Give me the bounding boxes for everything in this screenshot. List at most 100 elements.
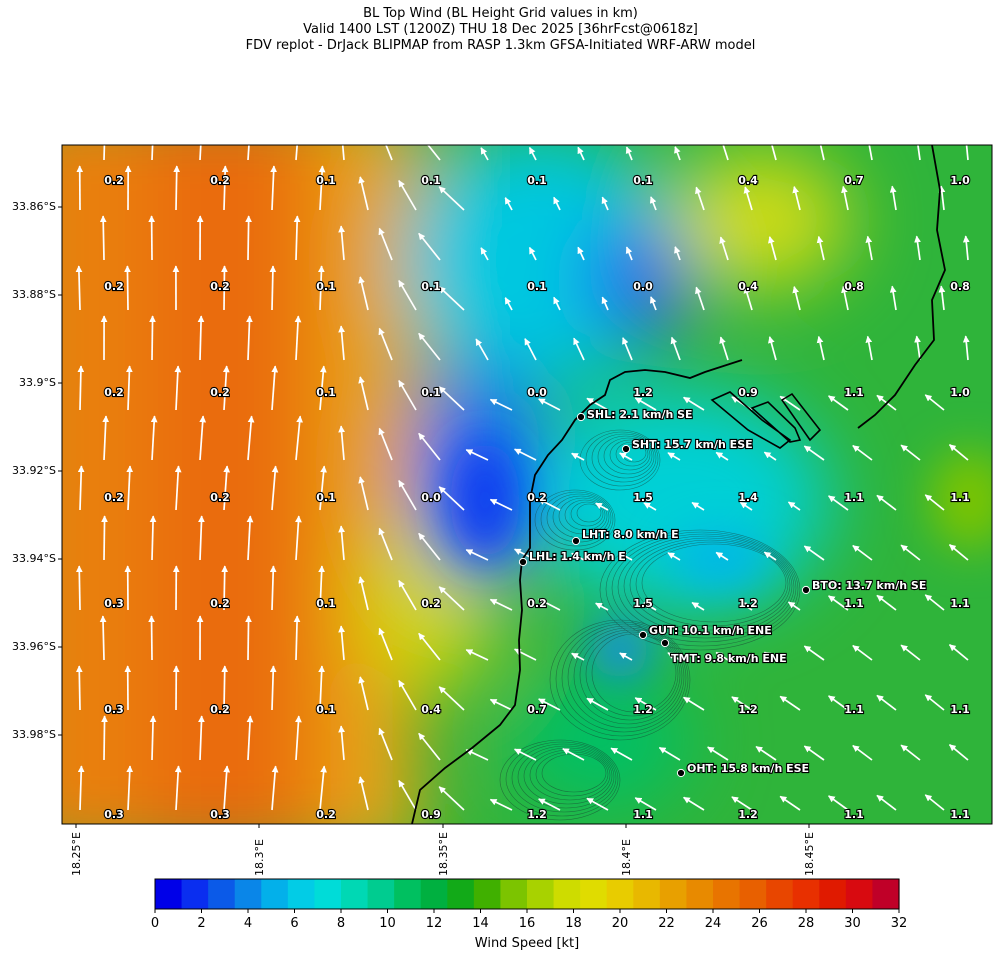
wind-arrow xyxy=(378,327,393,361)
wind-arrow xyxy=(480,247,489,261)
wind-arrow xyxy=(149,515,157,561)
wind-arrow xyxy=(101,715,108,761)
wind-arrow xyxy=(269,665,277,711)
bl-height-value: 0.2 xyxy=(210,386,230,399)
station-dot xyxy=(576,412,586,422)
wind-arrow xyxy=(358,576,369,611)
longitude-label: 18.35°E xyxy=(437,832,450,876)
station-dot xyxy=(571,536,581,546)
contour-line xyxy=(505,741,619,817)
contour-line xyxy=(603,437,653,475)
wind-arrow xyxy=(358,776,369,811)
wind-arrow xyxy=(151,145,154,161)
bl-height-value: 0.2 xyxy=(316,808,336,821)
wind-arrow xyxy=(174,365,182,411)
wind-arrow xyxy=(418,432,441,461)
wind-arrow xyxy=(221,265,228,311)
wind-arrow xyxy=(246,315,253,361)
wind-arrow xyxy=(465,449,489,461)
wind-arrow xyxy=(398,280,417,311)
bl-height-value: 0.9 xyxy=(421,808,441,821)
wind-arrow xyxy=(465,649,489,661)
wind-arrow xyxy=(924,694,945,711)
contour-line xyxy=(617,535,795,639)
bl-height-value: 0.2 xyxy=(210,491,230,504)
bl-height-value: 1.0 xyxy=(950,386,970,399)
colorbar-label: Wind Speed [kt] xyxy=(474,936,580,951)
wind-arrow xyxy=(223,465,231,511)
wind-arrow xyxy=(634,697,657,711)
bl-height-value: 0.1 xyxy=(421,174,441,187)
wind-arrow xyxy=(319,365,327,411)
wind-arrow xyxy=(295,415,304,461)
wind-arrow xyxy=(480,147,489,161)
contour-line xyxy=(523,747,613,805)
wind-arrow xyxy=(852,444,873,461)
colorbar-tick-label: 6 xyxy=(290,916,299,931)
colorbar-swatch xyxy=(367,879,395,909)
bl-height-value: 0.2 xyxy=(104,491,124,504)
contour-line xyxy=(540,491,614,547)
wind-arrow xyxy=(841,285,849,311)
bl-height-value: 0.1 xyxy=(316,597,336,610)
contour-line xyxy=(611,533,797,643)
bl-height-value: 1.1 xyxy=(950,491,970,504)
wind-arrow xyxy=(779,795,801,811)
bl-height-value: 0.2 xyxy=(527,491,547,504)
wind-arrow xyxy=(586,697,609,711)
contour-line xyxy=(517,745,615,809)
wind-arrow xyxy=(787,501,801,511)
wind-arrow xyxy=(828,795,849,811)
wind-arrow xyxy=(674,246,681,261)
wind-arrow xyxy=(398,480,417,511)
bl-height-value: 0.7 xyxy=(844,174,864,187)
bl-height-value: 0.9 xyxy=(738,386,758,399)
colorbar-swatch xyxy=(420,879,448,909)
wind-arrow xyxy=(841,185,849,211)
colorbar-swatch xyxy=(686,879,714,909)
station-dot xyxy=(621,444,631,454)
colorbar-swatch xyxy=(181,879,209,909)
wind-arrow xyxy=(924,794,945,811)
wind-arrow xyxy=(378,427,393,461)
colorbar-swatch xyxy=(872,879,900,909)
north-coastline xyxy=(857,145,946,429)
wind-arrow xyxy=(792,186,801,211)
station-label: BTO: 13.7 km/h SE xyxy=(812,579,926,592)
wind-arrow xyxy=(246,715,254,761)
wind-arrow xyxy=(378,627,393,661)
contour-line xyxy=(558,497,608,535)
wind-arrow xyxy=(271,365,279,411)
contour-line xyxy=(591,633,677,713)
bl-height-value: 0.1 xyxy=(316,703,336,716)
latitude-label: 33.9°S xyxy=(19,376,56,389)
colorbar-swatch xyxy=(473,879,502,909)
wind-arrow xyxy=(198,515,205,561)
contour-line xyxy=(599,529,801,651)
wind-arrow xyxy=(269,565,277,611)
station-markers: SHL: 2.1 km/h SE SHT: 15.7 km/h ESE LHT: 8… xyxy=(518,407,927,778)
wind-arrow xyxy=(489,598,513,611)
wind-arrow xyxy=(876,794,897,811)
wind-arrow xyxy=(125,365,133,411)
wind-arrow xyxy=(595,602,609,611)
contour-line xyxy=(623,537,793,635)
colorbar-tick-label: 16 xyxy=(518,916,536,931)
colorbar-swatch xyxy=(633,879,661,909)
bl-height-value: 0.2 xyxy=(210,703,230,716)
latitude-label: 33.92°S xyxy=(12,464,56,477)
wind-arrow xyxy=(221,165,229,211)
bl-height-value: 1.1 xyxy=(844,703,864,716)
contour-line xyxy=(605,531,799,647)
wind-arrow xyxy=(319,765,328,811)
colorbar-tick-label: 30 xyxy=(844,916,861,931)
wind-arrow xyxy=(683,396,705,411)
bl-height-value: 0.2 xyxy=(210,280,230,293)
wind-arrow xyxy=(538,698,561,711)
bl-height-value: 0.4 xyxy=(738,174,758,187)
wind-arrow xyxy=(643,602,657,611)
wind-arrow xyxy=(619,452,633,461)
wind-arrow xyxy=(197,315,205,361)
contour-line xyxy=(615,441,649,467)
colorbar-tick-label: 2 xyxy=(197,916,206,931)
